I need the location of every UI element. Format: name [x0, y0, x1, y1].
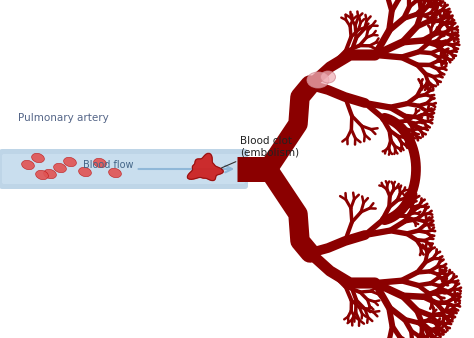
- FancyBboxPatch shape: [2, 154, 245, 184]
- Text: Blood clot
(embolism): Blood clot (embolism): [221, 136, 299, 168]
- Ellipse shape: [93, 158, 106, 168]
- Ellipse shape: [64, 158, 76, 167]
- Text: Pulmonary artery: Pulmonary artery: [18, 113, 109, 123]
- Ellipse shape: [320, 71, 336, 83]
- Text: Blood flow: Blood flow: [83, 160, 133, 170]
- Ellipse shape: [79, 167, 91, 177]
- Ellipse shape: [44, 169, 56, 179]
- Ellipse shape: [109, 168, 121, 178]
- FancyBboxPatch shape: [0, 149, 248, 189]
- Ellipse shape: [36, 170, 48, 180]
- Ellipse shape: [307, 72, 329, 88]
- Ellipse shape: [22, 160, 35, 170]
- Ellipse shape: [32, 153, 45, 163]
- Polygon shape: [187, 153, 223, 180]
- Ellipse shape: [54, 163, 66, 173]
